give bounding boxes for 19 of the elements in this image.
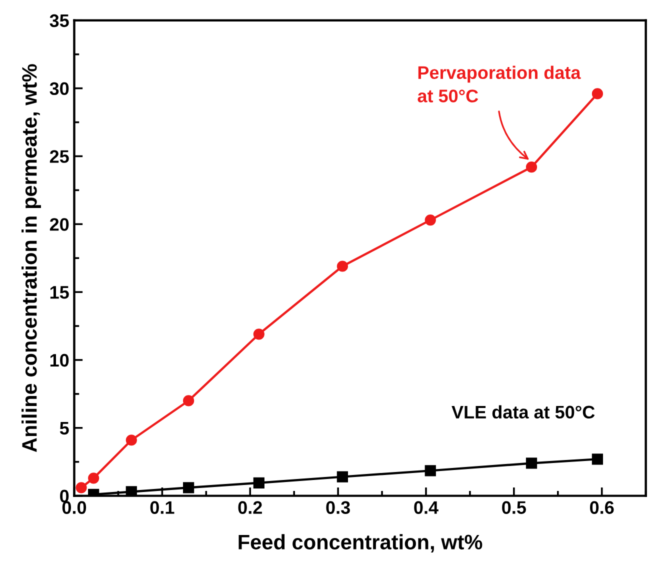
- y-axis-title: Aniline concentration in permeate, wt%: [22, 64, 41, 452]
- y-tick-label: 10: [50, 354, 69, 367]
- y-tick-label: 20: [50, 218, 69, 231]
- x-axis-title: Feed concentration, wt%: [238, 534, 482, 552]
- x-tick-label: 0.4: [414, 501, 438, 514]
- x-tick-label: 0.6: [590, 501, 614, 514]
- series-label: Pervaporation data at 50°C: [418, 66, 581, 102]
- x-tick-label: 0.2: [238, 501, 262, 514]
- x-tick-label: 0.3: [326, 501, 350, 514]
- y-tick-label: 15: [50, 286, 69, 299]
- y-tick-label: 0: [60, 490, 69, 503]
- series-label: VLE data at 50°C: [452, 405, 595, 419]
- y-tick-label: 25: [50, 150, 69, 163]
- y-tick-label: 5: [60, 422, 69, 435]
- y-tick-label: 30: [50, 82, 69, 96]
- x-tick-label: 0.1: [150, 501, 174, 514]
- x-tick-label: 0.0: [62, 501, 86, 514]
- y-tick-label: 35: [50, 14, 69, 28]
- x-tick-label: 0.5: [502, 501, 526, 514]
